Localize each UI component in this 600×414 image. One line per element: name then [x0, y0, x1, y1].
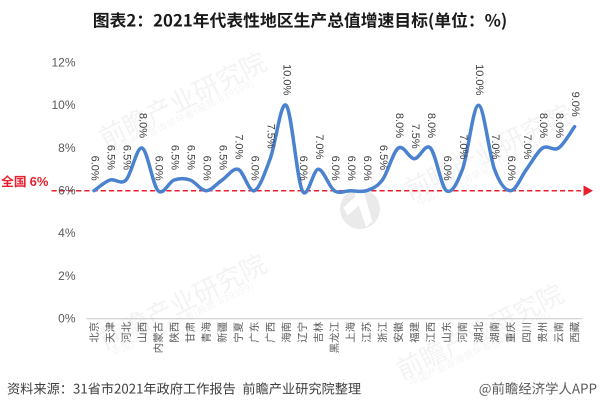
svg-text:6.0%: 6.0% — [361, 156, 373, 181]
svg-text:7.0%: 7.0% — [457, 134, 469, 159]
svg-text:7.0%: 7.0% — [521, 134, 533, 159]
svg-text:6.5%: 6.5% — [377, 145, 389, 170]
svg-text:8%: 8% — [58, 141, 76, 155]
svg-text:6.5%: 6.5% — [169, 145, 181, 170]
svg-text:6%: 6% — [30, 174, 49, 189]
svg-text:7.0%: 7.0% — [233, 134, 245, 159]
svg-text:6%: 6% — [58, 184, 76, 198]
svg-text:10.0%: 10.0% — [473, 64, 485, 95]
svg-text:8.0%: 8.0% — [425, 113, 437, 138]
svg-text:8.0%: 8.0% — [537, 113, 549, 138]
svg-text:6.5%: 6.5% — [217, 145, 229, 170]
svg-text:10.0%: 10.0% — [281, 64, 293, 95]
svg-text:6.0%: 6.0% — [297, 156, 309, 181]
svg-text:6.0%: 6.0% — [329, 156, 341, 181]
svg-text:6.0%: 6.0% — [201, 156, 213, 181]
svg-text:6.0%: 6.0% — [345, 156, 357, 181]
svg-text:6.5%: 6.5% — [185, 145, 197, 170]
svg-text:4%: 4% — [58, 226, 76, 240]
svg-text:9.0%: 9.0% — [569, 92, 581, 117]
svg-text:6.0%: 6.0% — [89, 156, 101, 181]
svg-text:6.0%: 6.0% — [249, 156, 261, 181]
svg-text:7.0%: 7.0% — [313, 134, 325, 159]
svg-text:6.5%: 6.5% — [105, 145, 117, 170]
svg-text:6.0%: 6.0% — [441, 156, 453, 181]
svg-text:6.5%: 6.5% — [121, 145, 133, 170]
svg-text:8.0%: 8.0% — [393, 113, 405, 138]
svg-text:7.0%: 7.0% — [489, 134, 501, 159]
svg-text:6.0%: 6.0% — [505, 156, 517, 181]
svg-text:6.0%: 6.0% — [153, 156, 165, 181]
svg-text:7.5%: 7.5% — [409, 124, 421, 149]
svg-text:10%: 10% — [51, 98, 75, 112]
svg-text:7.5%: 7.5% — [265, 124, 277, 149]
svg-text:8.0%: 8.0% — [553, 113, 565, 138]
svg-text:0%: 0% — [58, 312, 76, 326]
svg-text:8.0%: 8.0% — [137, 113, 149, 138]
svg-text:12%: 12% — [51, 55, 75, 69]
svg-text:2%: 2% — [58, 269, 76, 283]
